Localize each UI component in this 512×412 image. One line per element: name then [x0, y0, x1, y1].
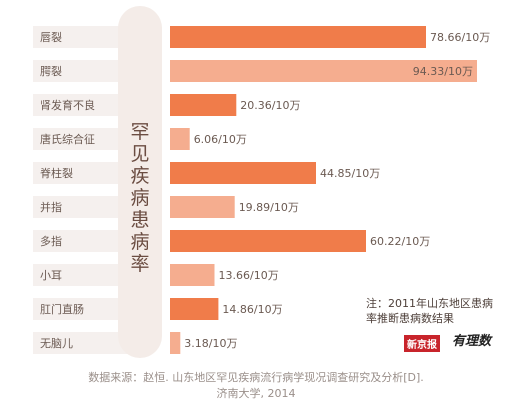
category-label-bg: [33, 94, 133, 116]
bar: [170, 298, 219, 320]
value-label: 78.66/10万: [430, 31, 490, 44]
value-label: 13.66/10万: [219, 269, 279, 282]
value-label: 6.06/10万: [194, 133, 247, 146]
category-label: 脊柱裂: [40, 166, 73, 180]
category-label-bg: [33, 264, 133, 286]
value-label: 44.85/10万: [320, 167, 380, 180]
value-label: 14.86/10万: [222, 303, 282, 316]
category-label: 多指: [40, 234, 62, 248]
bars: [170, 26, 477, 354]
value-label: 19.89/10万: [239, 201, 299, 214]
bar: [170, 60, 477, 82]
category-label-bg: [33, 26, 133, 48]
category-label-bg: [33, 60, 133, 82]
title-char: 疾: [130, 165, 149, 187]
value-labels: 78.66/10万 94.33/10万 20.36/10万 6.06/10万 44.85…: [184, 31, 490, 350]
bar: [170, 94, 237, 116]
value-label: 20.36/10万: [240, 99, 300, 112]
value-label: 60.22/10万: [370, 235, 430, 248]
data-source: 数据来源：赵恒. 山东地区罕见疾病流行病学现况调查研究及分析[D]. 济南大学,…: [0, 370, 512, 402]
title-char: 见: [130, 143, 149, 165]
source-line-2: 济南大学, 2014: [216, 387, 296, 400]
bar: [170, 196, 235, 218]
category-label-bg: [33, 162, 133, 184]
category-label: 并指: [40, 200, 62, 214]
value-label: 94.33/10万: [413, 65, 473, 78]
bar: [170, 264, 215, 286]
title-char: 患: [130, 209, 149, 231]
category-label-bg: [33, 332, 133, 354]
logo-xinjingbao: 新京报: [404, 335, 440, 352]
category-label-bg: [33, 128, 133, 150]
title-char: 罕: [130, 121, 149, 143]
category-label: 腭裂: [40, 65, 62, 78]
value-label: 3.18/10万: [184, 337, 237, 350]
category-label: 唇裂: [40, 31, 62, 44]
category-label-bg: [33, 298, 133, 320]
category-label-backgrounds: [33, 26, 133, 354]
source-line-1: 数据来源：赵恒. 山东地区罕见疾病流行病学现况调查研究及分析[D].: [88, 371, 424, 384]
category-label: 肾发育不良: [40, 98, 95, 112]
chart-note: 注：2011年山东地区患病率推断患病数结果: [366, 297, 493, 325]
title-char: 病: [130, 187, 149, 209]
title-panel: [118, 6, 162, 358]
title-char: 病: [130, 231, 149, 253]
bar: [170, 26, 426, 48]
bar: [170, 332, 181, 354]
category-label: 无脑儿: [40, 337, 73, 350]
category-label-bg: [33, 196, 133, 218]
bar: [170, 230, 366, 252]
category-label-bg: [33, 230, 133, 252]
category-label: 肛门直肠: [40, 302, 84, 316]
logo-youlishu: 有理数: [452, 334, 492, 349]
category-label: 小耳: [40, 269, 62, 282]
title-char: 率: [130, 253, 149, 275]
bar: [170, 162, 316, 184]
bar: [170, 128, 190, 150]
category-label: 唐氏综合征: [40, 132, 95, 146]
